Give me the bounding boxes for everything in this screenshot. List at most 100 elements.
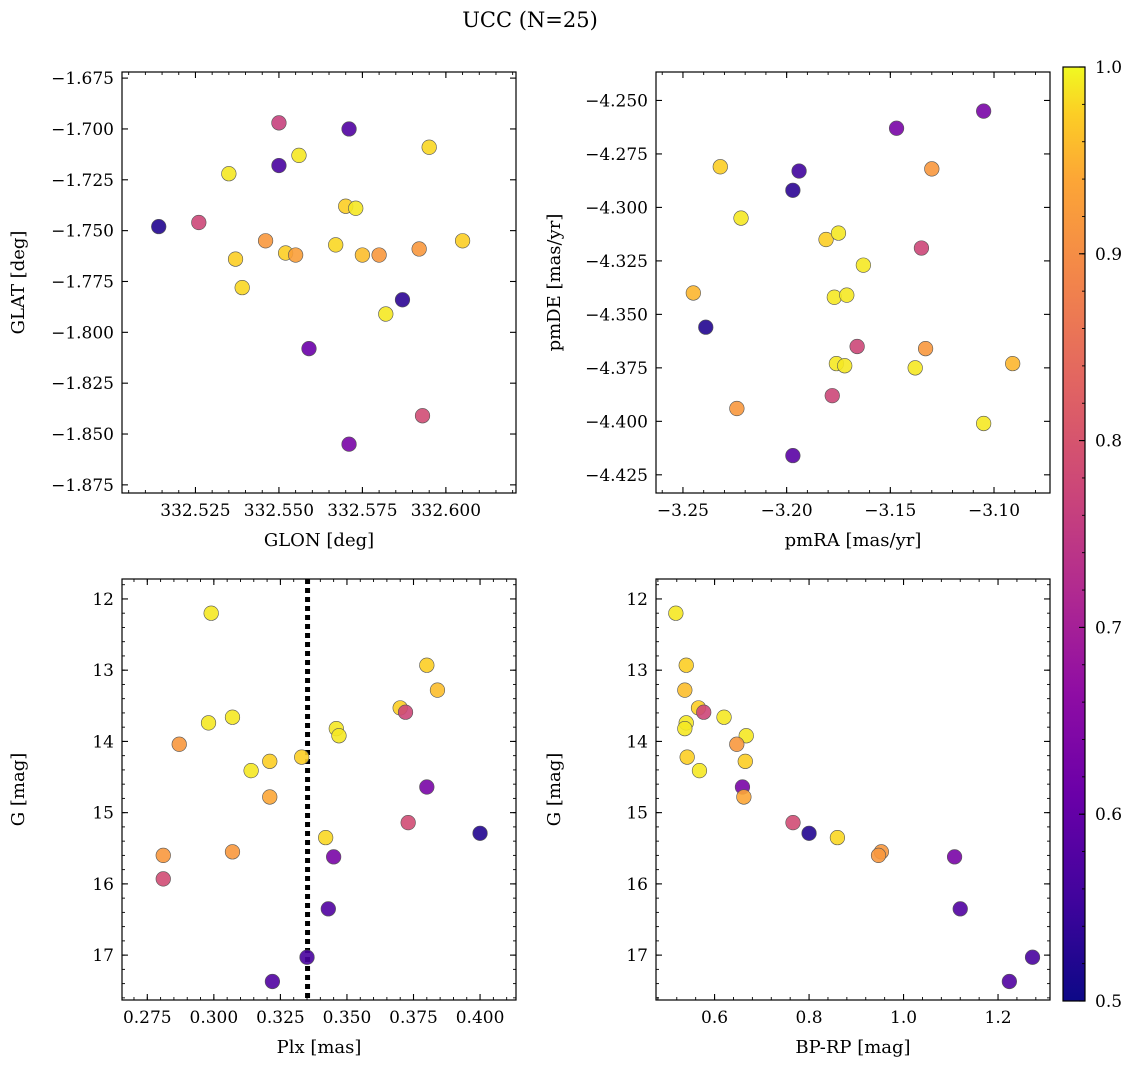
scatter-point xyxy=(257,233,274,249)
scatter-point xyxy=(830,225,847,241)
scatter-point xyxy=(737,753,753,769)
x-tick-label: 332.600 xyxy=(411,501,481,521)
colorbar-tick-label: 0.8 xyxy=(1095,432,1122,452)
colorbar-gradient xyxy=(1062,66,1086,1002)
scatter-point xyxy=(394,292,411,308)
colorbar-tick-label: 0.9 xyxy=(1095,245,1122,265)
y-tick-label: −4.425 xyxy=(585,466,648,486)
scatter-point xyxy=(328,237,344,253)
x-tick-label: 1.2 xyxy=(985,1008,1012,1028)
scatter-point xyxy=(839,287,855,303)
colorbar-tick-label: 0.7 xyxy=(1095,618,1122,638)
scatter-point xyxy=(301,340,317,357)
x-axis-label: GLON [deg] xyxy=(264,530,374,551)
scatter-point xyxy=(341,436,357,452)
scatter-point xyxy=(221,166,237,182)
scatter-point xyxy=(294,749,310,765)
x-tick-label: 0.275 xyxy=(123,1008,172,1028)
y-tick-label: 16 xyxy=(626,875,648,895)
y-tick-label: 13 xyxy=(626,661,648,681)
scatter-point xyxy=(454,233,471,249)
scatter-point xyxy=(419,779,435,795)
y-tick-label: −1.875 xyxy=(51,476,114,496)
panel-glon-glat: 332.525 332.550 332.575 332.600 −1.675 −1.700… xyxy=(8,69,517,551)
figure-title: UCC (N=25) xyxy=(462,8,598,32)
x-tick-label: 1.0 xyxy=(890,1008,917,1028)
scatter-point xyxy=(378,306,394,322)
scatter-point xyxy=(1024,949,1041,965)
y-tick-label: −1.800 xyxy=(51,323,114,343)
x-tick-label: −3.15 xyxy=(864,501,916,521)
x-tick-label: 0.300 xyxy=(190,1008,239,1028)
x-tick-label: 0.325 xyxy=(256,1008,305,1028)
y-tick-label: 14 xyxy=(92,732,114,752)
x-tick-label: −3.10 xyxy=(968,501,1020,521)
scatter-point xyxy=(870,847,887,863)
scatter-point xyxy=(421,139,437,155)
panel-bprp-g: 0.6 0.8 1.0 1.2 12 13 14 15 16 17 BP-RP [mag] G [ma… xyxy=(544,578,1051,1058)
x-tick-label: −3.20 xyxy=(761,501,813,521)
x-axis-label: pmRA [mas/yr] xyxy=(785,530,922,551)
colorbar-tick-label: 0.5 xyxy=(1095,992,1122,1012)
scatter-point xyxy=(262,789,278,805)
scatter-point xyxy=(203,605,219,621)
scatter-point xyxy=(826,289,842,305)
scatter-point xyxy=(698,319,714,335)
scatter-point xyxy=(729,736,745,752)
x-tick-label: 0.375 xyxy=(389,1008,438,1028)
scatter-point xyxy=(224,709,241,725)
scatter-point xyxy=(837,358,853,374)
scatter-point xyxy=(234,279,250,296)
panel-pmra-pmde: −3.25 −3.20 −3.15 −3.10 −4.250 −4.275 −4.300 −4… xyxy=(544,71,1051,551)
axes-frame xyxy=(121,578,517,1001)
scatter-point xyxy=(155,871,171,887)
scatter-point xyxy=(685,285,701,301)
scatter-point xyxy=(791,163,807,179)
scatter-point xyxy=(326,849,342,865)
scatter-point xyxy=(1005,355,1021,372)
y-tick-label: −4.300 xyxy=(585,198,648,218)
scatter-point xyxy=(946,849,963,865)
scatter-point xyxy=(677,682,693,698)
x-tick-label: 332.575 xyxy=(327,501,397,521)
scatter-point xyxy=(917,341,934,357)
x-tick-label: 332.550 xyxy=(244,501,314,521)
panel-plx-g: 0.275 0.300 0.325 0.350 0.375 0.400 12 13 14 15 16… xyxy=(8,578,517,1058)
scatter-point xyxy=(736,789,752,805)
scatter-point xyxy=(785,182,801,198)
scatter-point xyxy=(348,200,364,216)
scatter-point xyxy=(397,704,414,720)
scatter-point xyxy=(318,829,334,846)
scatter-point xyxy=(224,844,241,860)
scatter-point xyxy=(264,973,281,990)
scatter-point xyxy=(271,115,287,131)
y-tick-label: −1.775 xyxy=(51,272,114,292)
scatter-point xyxy=(855,257,871,273)
y-tick-label: −4.325 xyxy=(585,252,648,272)
scatter-point xyxy=(785,447,801,464)
scatter-point xyxy=(696,704,712,720)
scatter-point xyxy=(952,901,968,917)
y-tick-label: −1.725 xyxy=(51,171,114,191)
x-tick-label: 0.350 xyxy=(323,1008,372,1028)
y-tick-label: −1.675 xyxy=(51,69,114,89)
scatter-point xyxy=(354,247,371,263)
axes-frame xyxy=(655,71,1051,494)
scatter-point xyxy=(191,214,207,231)
x-tick-label: 332.525 xyxy=(160,501,230,521)
scatter-point xyxy=(200,715,217,731)
scatter-point xyxy=(291,147,307,163)
scatter-point xyxy=(243,763,259,779)
scatter-point xyxy=(341,121,357,137)
y-tick-label: 12 xyxy=(626,590,648,610)
scatter-point xyxy=(818,231,834,248)
axes-frame xyxy=(655,578,1051,1001)
y-axis-label: pmDE [mas/yr] xyxy=(544,214,565,352)
scatter-point xyxy=(320,901,336,917)
scatter-point xyxy=(849,338,865,355)
y-axis-label: G [mag] xyxy=(8,753,29,826)
scatter-point xyxy=(331,728,347,744)
scatter-point xyxy=(888,120,905,136)
y-tick-label: 15 xyxy=(92,804,114,824)
scatter-point xyxy=(419,657,435,673)
